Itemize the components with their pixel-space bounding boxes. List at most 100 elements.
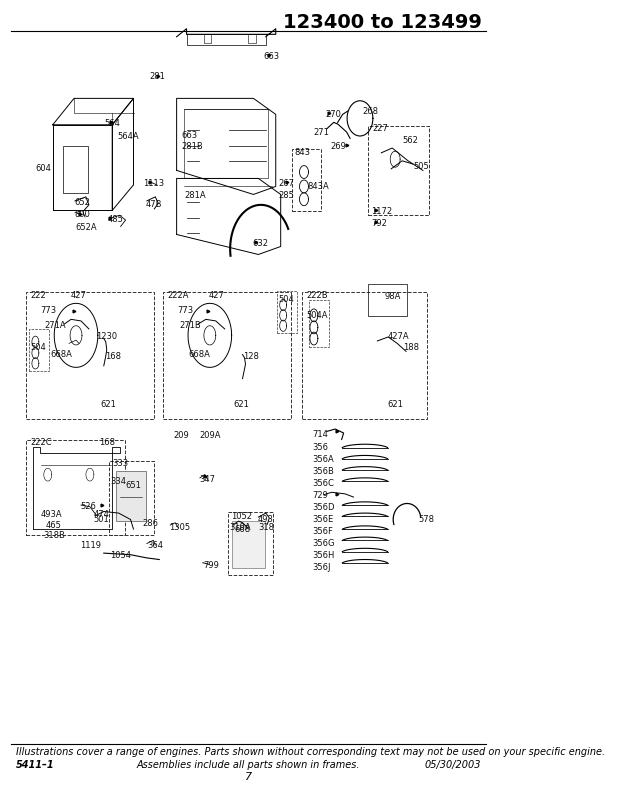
Text: 222C: 222C xyxy=(30,438,52,448)
Bar xyxy=(228,512,273,575)
Text: 227: 227 xyxy=(373,124,388,133)
Text: 364: 364 xyxy=(147,541,163,549)
Bar xyxy=(292,149,321,211)
Bar xyxy=(27,292,154,419)
Text: 319A: 319A xyxy=(229,523,251,532)
Text: 799: 799 xyxy=(203,561,219,569)
Text: 663: 663 xyxy=(264,52,280,61)
Text: 668A: 668A xyxy=(50,350,72,359)
Text: 356G: 356G xyxy=(312,539,334,548)
Text: 792: 792 xyxy=(371,219,388,228)
Text: Illustrations cover a range of engines. Parts shown without corresponding text m: Illustrations cover a range of engines. … xyxy=(16,747,604,757)
Bar xyxy=(368,284,407,316)
Bar xyxy=(116,472,146,521)
Text: 427A: 427A xyxy=(388,333,409,342)
Text: 621: 621 xyxy=(101,399,117,409)
Text: 652A: 652A xyxy=(75,223,97,232)
Text: 729: 729 xyxy=(312,491,328,500)
Text: 562: 562 xyxy=(402,136,418,144)
Text: 318: 318 xyxy=(259,523,275,532)
Text: 1172: 1172 xyxy=(371,207,392,216)
Text: 356A: 356A xyxy=(312,455,334,464)
Text: 281A: 281A xyxy=(184,191,206,200)
Text: 465: 465 xyxy=(45,520,61,529)
Text: 269: 269 xyxy=(330,142,346,151)
Text: 668A: 668A xyxy=(188,350,210,359)
Text: 334: 334 xyxy=(111,476,126,485)
Text: 98A: 98A xyxy=(385,293,401,302)
Text: 128: 128 xyxy=(244,351,259,361)
Text: 651: 651 xyxy=(126,480,141,489)
Text: 123400 to 123499: 123400 to 123499 xyxy=(283,13,481,32)
Text: 168: 168 xyxy=(105,351,121,361)
Text: 504A: 504A xyxy=(306,311,327,320)
Text: 1305: 1305 xyxy=(169,523,190,532)
Text: 356J: 356J xyxy=(312,563,330,572)
Text: 504: 504 xyxy=(30,343,46,352)
Text: 663: 663 xyxy=(182,131,198,140)
Bar xyxy=(302,292,427,419)
Bar xyxy=(163,292,291,419)
Text: 504: 504 xyxy=(278,295,294,304)
Bar xyxy=(63,147,89,192)
Bar xyxy=(108,461,154,535)
Text: 222: 222 xyxy=(30,291,46,300)
Text: 222A: 222A xyxy=(167,291,188,300)
Text: 267: 267 xyxy=(278,179,294,188)
Text: 668: 668 xyxy=(234,525,250,533)
Text: 493A: 493A xyxy=(40,510,62,519)
Text: 493: 493 xyxy=(257,515,273,524)
Text: 1052: 1052 xyxy=(231,512,252,520)
Text: 222B: 222B xyxy=(306,291,327,300)
Text: 188: 188 xyxy=(403,343,419,352)
Text: 271B: 271B xyxy=(179,322,201,330)
Text: 281: 281 xyxy=(149,72,166,81)
Bar xyxy=(368,126,429,215)
Text: 843: 843 xyxy=(294,148,311,157)
Text: 05/30/2003: 05/30/2003 xyxy=(425,759,481,770)
Text: 168: 168 xyxy=(99,438,115,448)
Text: 526: 526 xyxy=(80,502,96,511)
Bar xyxy=(309,300,329,346)
Text: 652: 652 xyxy=(74,198,90,207)
Bar xyxy=(27,440,125,535)
Text: 271A: 271A xyxy=(44,322,66,330)
Text: 604: 604 xyxy=(35,164,51,173)
Text: 564: 564 xyxy=(105,119,121,128)
Text: 356F: 356F xyxy=(312,527,333,536)
Text: 286: 286 xyxy=(142,519,158,528)
Text: 285: 285 xyxy=(278,191,294,200)
Text: 209: 209 xyxy=(173,431,189,440)
Text: 333: 333 xyxy=(113,459,129,468)
Text: 578: 578 xyxy=(418,515,434,524)
Text: 1113: 1113 xyxy=(143,179,164,188)
Text: 5411–1: 5411–1 xyxy=(16,759,54,770)
Text: 1054: 1054 xyxy=(110,551,131,560)
Text: 209A: 209A xyxy=(199,431,221,440)
Text: Assemblies include all parts shown in frames.: Assemblies include all parts shown in fr… xyxy=(137,759,360,770)
Text: 271: 271 xyxy=(313,128,329,137)
Text: 47B: 47B xyxy=(146,200,162,209)
Text: 621: 621 xyxy=(388,399,403,409)
Text: 356E: 356E xyxy=(312,515,333,524)
Text: 356B: 356B xyxy=(312,467,334,476)
Text: 356: 356 xyxy=(312,443,328,452)
Text: 356H: 356H xyxy=(312,551,334,560)
Text: 474: 474 xyxy=(94,510,110,519)
Text: 318B: 318B xyxy=(43,531,64,540)
Text: 714: 714 xyxy=(312,430,328,439)
Text: 427: 427 xyxy=(71,291,87,300)
Bar xyxy=(29,329,49,371)
Text: 843A: 843A xyxy=(307,182,329,191)
Bar xyxy=(277,291,297,333)
Text: 485: 485 xyxy=(107,215,123,224)
Text: 890: 890 xyxy=(74,210,90,219)
Text: 7: 7 xyxy=(245,772,252,783)
Text: 621: 621 xyxy=(234,399,249,409)
Text: 356D: 356D xyxy=(312,503,334,512)
Text: 356C: 356C xyxy=(312,479,334,488)
Text: 501: 501 xyxy=(94,515,110,524)
Text: 632: 632 xyxy=(252,239,268,248)
Text: 564A: 564A xyxy=(117,132,139,141)
Text: 1230: 1230 xyxy=(96,332,117,341)
